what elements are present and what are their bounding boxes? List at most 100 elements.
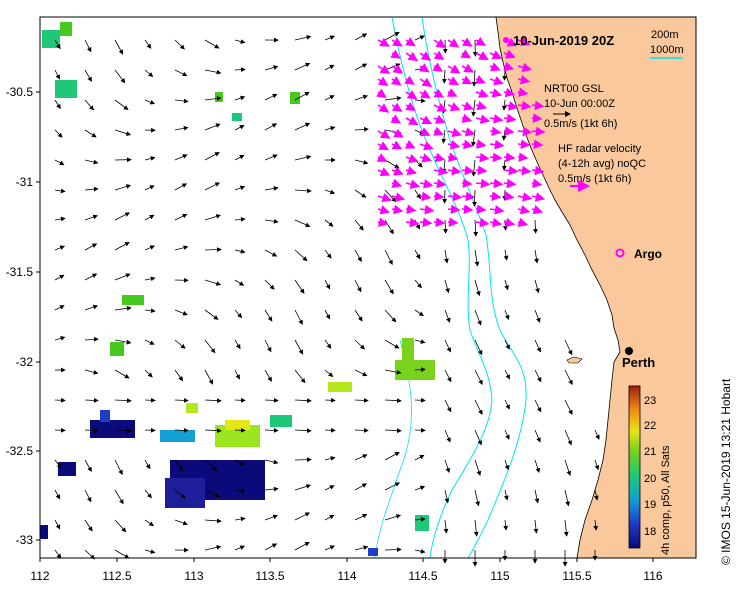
model-arrow	[144, 339, 155, 345]
scale-200m-label: 200m	[651, 29, 679, 41]
model-arrow	[354, 513, 368, 521]
radar-arrow	[391, 192, 406, 202]
model-arrow	[503, 489, 509, 501]
radar-arrow	[405, 101, 416, 112]
radar-arrow	[475, 74, 486, 84]
model-arrow	[504, 399, 510, 410]
model-arrow	[234, 459, 245, 466]
model-arrow	[84, 369, 99, 375]
model-arrow	[264, 218, 279, 224]
model-arrow	[414, 309, 424, 317]
radar-arrow	[377, 103, 390, 113]
radar-arrow	[447, 165, 462, 176]
model-arrow	[84, 99, 95, 111]
model-arrow	[294, 484, 312, 491]
model-arrow	[444, 429, 451, 443]
model-arrow	[84, 273, 98, 281]
model-arrow	[204, 518, 222, 524]
model-arrow	[144, 69, 154, 78]
radar-arrow	[475, 178, 491, 189]
model-arrow	[414, 485, 426, 491]
sst-patch	[232, 113, 242, 121]
model-arrow	[444, 369, 452, 383]
radar-arrow	[390, 114, 402, 124]
radar-arrow	[489, 178, 504, 189]
sst-patch	[40, 525, 48, 539]
model-arrow	[114, 184, 132, 191]
colorbar-ticks: 18 19 20 21 22 23	[644, 395, 656, 538]
radar-arrow	[489, 217, 503, 228]
model-arrow	[204, 96, 222, 101]
model-arrow	[54, 549, 62, 559]
model-arrow	[414, 427, 426, 433]
y-tick-label: -32	[16, 355, 34, 369]
model-arrow	[174, 369, 184, 382]
radar-arrow	[433, 38, 447, 49]
radar-arrow	[419, 141, 434, 151]
model-arrow	[294, 62, 311, 71]
model-arrow	[204, 247, 222, 252]
model-arrow	[324, 397, 336, 403]
model-arrow	[471, 69, 477, 87]
radar-arrow	[517, 75, 531, 85]
model-arrow	[114, 273, 131, 281]
sst-patch	[122, 295, 144, 305]
model-arrow	[114, 339, 132, 345]
model-arrow	[144, 214, 155, 221]
sst-patch	[225, 420, 250, 430]
date-label: 10-Jun-2019 20Z	[513, 33, 614, 48]
radar-arrow	[419, 217, 433, 228]
model-arrow	[204, 398, 222, 403]
radar-arrow	[391, 166, 404, 176]
radar-arrow	[461, 165, 475, 176]
model-arrow	[204, 152, 220, 161]
radar-arrow	[405, 204, 417, 214]
model-arrow	[174, 459, 184, 472]
radar-arrow	[446, 88, 458, 97]
model-arrow	[264, 486, 279, 492]
model-arrow	[324, 545, 335, 551]
model-arrow	[54, 274, 65, 281]
model-arrow	[534, 399, 542, 413]
model-arrow	[534, 429, 541, 443]
radar-arrow	[503, 191, 515, 201]
radar-arrow	[489, 88, 503, 98]
model-arrow	[204, 69, 222, 75]
radar-arrow	[503, 126, 515, 136]
model-arrow	[234, 516, 246, 522]
model-arrow	[54, 305, 65, 311]
model-arrow	[264, 543, 278, 551]
radar-arrow	[404, 75, 415, 85]
model-arrow	[354, 94, 369, 101]
model-arrow	[294, 457, 312, 463]
radar-arrow	[405, 179, 421, 189]
model-arrow	[294, 122, 311, 131]
radar-arrow	[447, 76, 460, 86]
radar-arrow	[433, 126, 444, 136]
colorbar-tick: 21	[644, 446, 656, 458]
model-arrow	[294, 339, 304, 355]
radar-arrow	[447, 191, 463, 202]
model-arrow	[174, 183, 188, 191]
model-arrow	[234, 309, 243, 319]
model-arrow	[264, 398, 279, 403]
model-arrow	[114, 489, 124, 505]
model-arrow	[84, 489, 92, 503]
colorbar-tick: 20	[644, 473, 656, 485]
radar-arrow	[503, 178, 517, 189]
model-arrow	[354, 33, 368, 41]
radar-arrow	[503, 165, 519, 176]
radar-arrow	[433, 114, 446, 124]
radar-arrow	[447, 152, 459, 162]
model-arrow	[564, 399, 573, 416]
model-arrow	[414, 249, 421, 260]
radar-arrow	[503, 217, 516, 228]
model-arrow	[324, 514, 335, 521]
model-arrow	[234, 397, 246, 403]
radar-arrow	[531, 139, 544, 149]
model-arrow	[504, 279, 509, 291]
model-arrow	[563, 519, 569, 537]
model-arrow	[204, 428, 222, 433]
model-arrow	[384, 482, 401, 491]
